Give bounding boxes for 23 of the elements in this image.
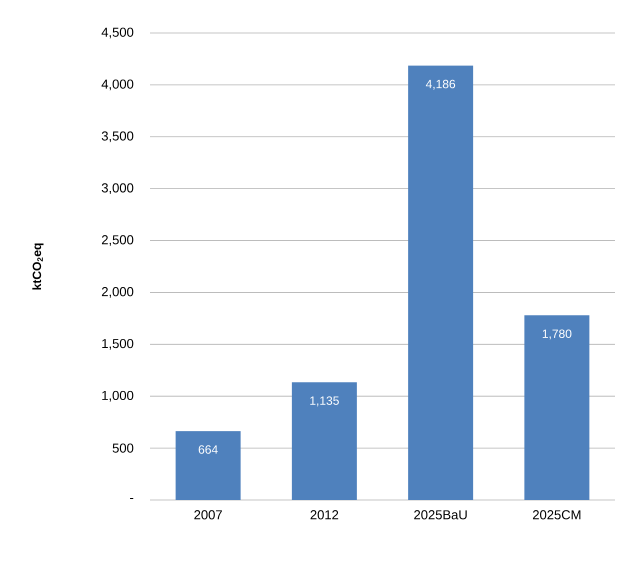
bar [176,431,241,500]
y-tick-label: 3,000 [102,183,134,194]
x-tick-label: 2012 [310,510,338,520]
y-tick-label: 1,500 [102,338,134,350]
x-tick-label: 2025BaU [414,510,467,520]
y-tick-label: 4,500 [102,28,134,38]
data-label: 664 [198,445,218,454]
y-tick-label: 3,500 [102,131,134,142]
x-tick-label: 2025CM [532,510,580,520]
y-tick-label: 2,500 [102,235,134,246]
y-tick-label: - [130,498,134,500]
y-tick-label: 500 [112,443,134,453]
bar [408,66,474,500]
data-label: 4,186 [426,80,456,90]
y-axis-title: ktCO$_{2}$eq [32,243,44,290]
bar [524,315,590,500]
y-tick-label: 1,000 [102,390,134,402]
x-tick-label: 2007 [194,510,222,520]
data-label: 1,780 [542,329,572,340]
y-tick-label: 4,000 [102,80,134,90]
data-label: 1,135 [310,396,339,406]
y-tick-label: 2,000 [102,287,134,298]
bar [292,382,357,500]
